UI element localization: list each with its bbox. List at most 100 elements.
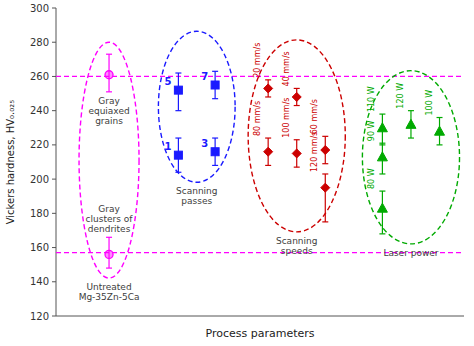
- error-bar-line: [325, 174, 326, 222]
- error-bar-cap: [265, 137, 271, 138]
- y-tick-label: 280: [30, 37, 49, 48]
- y-tick-label: 160: [30, 242, 49, 253]
- point-label: 120 mm/s: [310, 132, 319, 172]
- chart: 120140160180200220240260280300Process pa…: [0, 0, 474, 346]
- error-bar-cap: [106, 91, 112, 92]
- point: [321, 183, 330, 192]
- y-tick: [52, 316, 56, 317]
- annotations: GrayequiaxedgrainsGrayclusters ofdendrit…: [79, 43, 439, 302]
- y-tick: [52, 110, 56, 111]
- error-bar: [175, 138, 181, 172]
- text-line: Mg-35Zn-5Ca: [79, 292, 140, 302]
- background: [0, 0, 474, 346]
- point-label: 80 mm/s: [253, 101, 262, 136]
- group-label: Laser power: [383, 248, 438, 258]
- y-tick: [52, 42, 56, 43]
- group-outline: [158, 31, 235, 182]
- error-bar-cap: [175, 137, 181, 138]
- group-label: Scanningspeeds: [276, 236, 318, 256]
- error-bar-cap: [294, 105, 300, 106]
- error-bar-cap: [379, 190, 385, 191]
- point: [377, 123, 387, 132]
- error-bar-cap: [379, 143, 385, 144]
- point-label: 120 W: [396, 83, 405, 109]
- group-label: Scanningpasses: [176, 186, 218, 206]
- y-tick-label: 240: [30, 105, 49, 116]
- y-tick-label: 220: [30, 139, 49, 150]
- error-bar-cap: [437, 117, 443, 118]
- error-bar-cap: [265, 165, 271, 166]
- error-bar-cap: [175, 110, 181, 111]
- y-tick-label: 180: [30, 208, 49, 219]
- text-line: Untreated: [86, 282, 131, 292]
- error-bar-cap: [294, 139, 300, 140]
- point-label: 7: [201, 71, 208, 82]
- point-label: 60 mm/s: [310, 99, 319, 134]
- error-bar-cap: [175, 172, 181, 173]
- error-bar: [322, 174, 328, 222]
- point-label: 90 W: [367, 120, 376, 141]
- error-bar-cap: [408, 137, 414, 138]
- y-tick: [52, 213, 56, 214]
- y-tick: [52, 8, 56, 9]
- error-bar-cap: [322, 136, 328, 137]
- point: [321, 146, 330, 155]
- text-line: speeds: [281, 246, 313, 256]
- text-line: Scanning: [276, 236, 318, 246]
- error-bar-cap: [265, 79, 271, 80]
- y-tick: [52, 76, 56, 77]
- error-bar: [106, 237, 112, 268]
- error-bar-cap: [322, 221, 328, 222]
- error-bar-cap: [212, 165, 218, 166]
- error-bar-cap: [379, 173, 385, 174]
- point-label: 80 W: [367, 168, 376, 189]
- point-label: 20 mm/s: [253, 43, 262, 78]
- error-bar: [212, 71, 218, 98]
- point-label: 40 mm/s: [282, 51, 291, 86]
- y-tick-label: 300: [30, 3, 49, 14]
- error-bar: [212, 138, 218, 165]
- point: [377, 203, 387, 212]
- y-tick: [52, 281, 56, 282]
- point: [211, 148, 219, 156]
- text-line: equiaxed: [88, 106, 129, 116]
- point: [406, 119, 416, 128]
- error-bar-cap: [322, 173, 328, 174]
- x-axis-label: Process parameters: [205, 327, 314, 340]
- point: [105, 71, 113, 79]
- text-line: Scanning: [176, 186, 218, 196]
- point: [435, 126, 445, 135]
- point: [264, 84, 273, 93]
- text-line: dendrites: [88, 224, 131, 234]
- group-label: UntreatedMg-35Zn-5Ca: [79, 282, 140, 302]
- annotation: Grayequiaxedgrains: [88, 96, 129, 126]
- point-label: 100 mm/s: [282, 97, 291, 137]
- y-tick-label: 260: [30, 71, 49, 82]
- y-tick: [52, 247, 56, 248]
- point-label: 1: [164, 141, 171, 152]
- point: [292, 92, 301, 101]
- points: [105, 54, 444, 268]
- y-tick-label: 120: [30, 311, 49, 322]
- point-label: 110 W: [367, 86, 376, 112]
- y-tick: [52, 144, 56, 145]
- error-bar-cap: [437, 144, 443, 145]
- error-bar-cap: [322, 163, 328, 164]
- y-tick: [52, 179, 56, 180]
- plot-area: [56, 31, 464, 278]
- point: [174, 86, 182, 94]
- error-bar-cap: [106, 267, 112, 268]
- error-bar-cap: [106, 237, 112, 238]
- text-line: Gray: [98, 96, 120, 106]
- text-line: Gray: [98, 204, 120, 214]
- point-label: 100 W: [425, 90, 434, 116]
- text-line: passes: [181, 196, 212, 206]
- error-bar: [175, 73, 181, 111]
- text-line: grains: [95, 116, 123, 126]
- point: [105, 250, 113, 258]
- x-axis-line: [56, 316, 464, 317]
- error-bar-cap: [212, 98, 218, 99]
- point: [292, 149, 301, 158]
- group-outlines: [79, 31, 459, 278]
- error-bar-cap: [106, 54, 112, 55]
